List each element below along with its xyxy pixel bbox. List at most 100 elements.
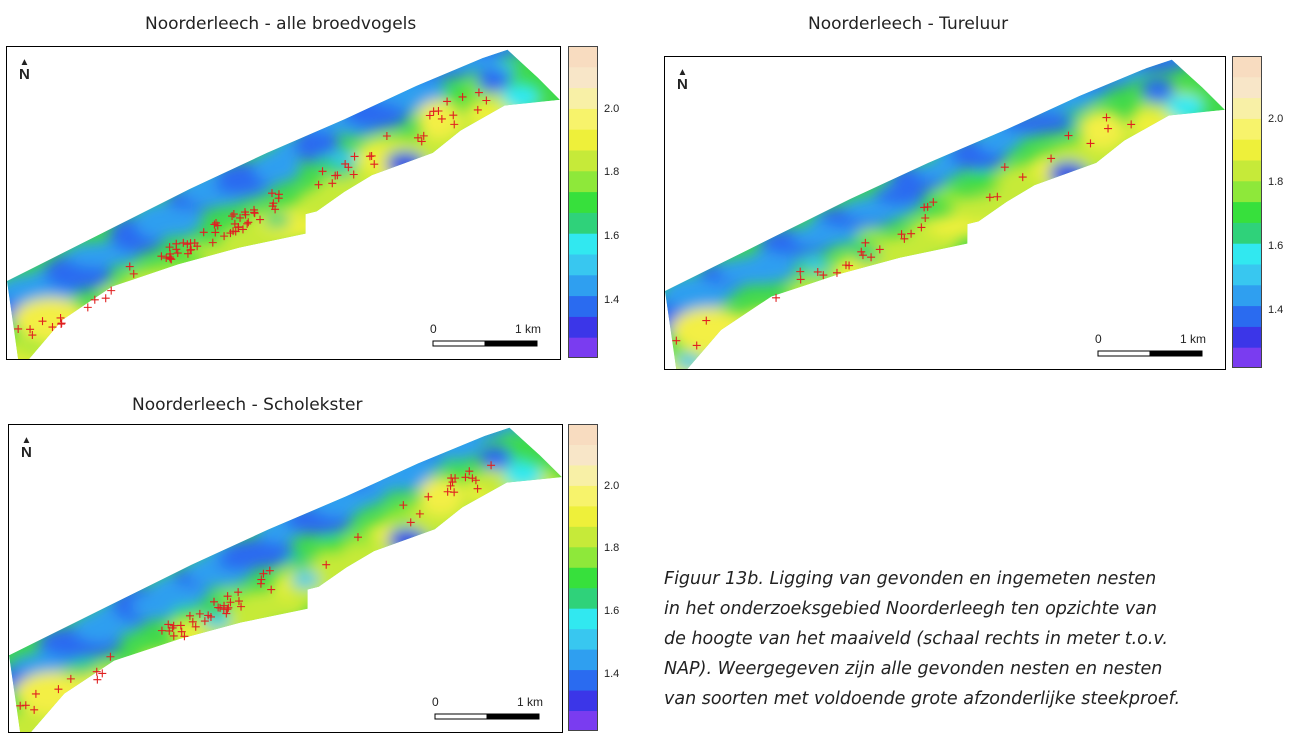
nest-marker — [244, 218, 253, 227]
nest-marker — [900, 234, 909, 243]
legend-swatch — [568, 587, 598, 609]
legend-swatch — [568, 170, 598, 193]
legend-tick-label: 2.0 — [604, 102, 620, 115]
legend-tick-label: 1.6 — [604, 604, 620, 617]
nest-marker — [259, 569, 268, 578]
legend-swatch — [1232, 97, 1262, 119]
nest-marker — [223, 605, 232, 614]
nest-marker — [461, 473, 470, 482]
legend-swatch — [1232, 160, 1262, 182]
nest-marker — [341, 159, 350, 168]
elevation-raster — [665, 59, 1225, 369]
elevation-legend-alle: 2.0 1.8 1.6 1.4 — [568, 46, 628, 358]
scale-bar — [432, 340, 538, 347]
legend-swatch — [568, 567, 598, 589]
nest-marker — [107, 286, 116, 295]
north-label: N — [677, 76, 688, 93]
nest-marker — [446, 481, 455, 490]
nest-marker — [399, 501, 408, 510]
nest-marker — [331, 171, 340, 180]
legend-tick-label: 1.8 — [604, 166, 620, 179]
legend-swatch — [1232, 180, 1262, 203]
nest-marker — [443, 487, 452, 496]
legend-tick-label: 2.0 — [1268, 112, 1284, 125]
nest-marker — [230, 219, 239, 228]
nest-marker — [813, 267, 822, 276]
map-plot-scholekster: ▲ N 0 1 km — [8, 424, 563, 733]
nest-marker — [236, 213, 245, 222]
legend-swatch — [1232, 305, 1262, 327]
nest-marker — [772, 293, 781, 302]
nest-marker — [267, 585, 276, 594]
legend-tick-label: 1.8 — [1268, 176, 1284, 189]
legend-swatch — [568, 485, 598, 507]
nest-marker — [190, 238, 199, 247]
legend-swatch — [568, 129, 598, 151]
legend-swatch — [568, 316, 598, 338]
nest-marker — [474, 88, 483, 97]
nest-marker — [1102, 113, 1111, 122]
legend-swatch — [1232, 118, 1262, 140]
nest-marker — [424, 492, 433, 501]
nest-marker — [370, 160, 379, 169]
scale-label-start: 0 — [432, 695, 439, 709]
nest-markers — [14, 88, 491, 340]
legend-swatch — [568, 295, 598, 317]
legend-swatch — [568, 254, 598, 276]
nest-marker — [1086, 139, 1095, 148]
figure-caption: Figuur 13b. Ligging van gevonden en inge… — [664, 564, 1284, 714]
nest-marker — [274, 190, 283, 199]
nest-marker — [425, 111, 434, 120]
nest-marker — [256, 215, 265, 224]
nest-marker — [487, 461, 496, 470]
nest-marker — [204, 611, 213, 620]
nest-marker — [169, 631, 178, 640]
nest-marker — [796, 267, 805, 276]
nest-marker — [328, 179, 337, 188]
legend-swatch — [1232, 139, 1262, 161]
nest-marker — [993, 192, 1002, 201]
legend-swatch — [1232, 222, 1262, 244]
nest-marker — [241, 210, 250, 219]
nest-marker — [1127, 120, 1136, 129]
legend-swatch — [568, 233, 598, 255]
nest-marker — [692, 341, 701, 350]
legend-swatch — [568, 628, 598, 650]
legend-swatch — [1232, 347, 1262, 368]
scale-label-end: 1 km — [517, 695, 544, 709]
nest-marker — [1000, 163, 1009, 172]
nest-marker — [349, 170, 358, 179]
legend-swatch — [568, 274, 598, 297]
nest-marker — [267, 189, 276, 198]
elevation-legend-tureluur: 2.0 1.8 1.6 1.4 — [1232, 56, 1291, 368]
nest-marker — [897, 230, 906, 239]
scale-label-start: 0 — [430, 322, 437, 336]
nest-marker — [250, 205, 259, 214]
nest-marker — [857, 247, 866, 256]
nest-marker — [165, 243, 174, 252]
legend-swatch — [568, 546, 598, 568]
nest-marker — [38, 317, 47, 326]
nest-marker — [845, 261, 854, 270]
legend-swatch — [568, 690, 598, 712]
nest-marker — [165, 253, 174, 262]
map-title-alle: Noorderleech - alle broedvogels — [145, 14, 417, 34]
nest-marker — [187, 245, 196, 254]
nest-marker — [406, 518, 415, 527]
nest-marker — [344, 163, 353, 172]
nest-marker — [188, 617, 197, 626]
legend-swatch — [568, 669, 598, 691]
nest-marker — [101, 294, 110, 303]
nest-marker — [164, 620, 173, 629]
nest-marker — [168, 623, 177, 632]
legend-swatch — [568, 444, 598, 466]
nest-marker — [56, 313, 65, 322]
nest-marker — [243, 219, 252, 228]
nest-marker — [210, 597, 219, 606]
nest-marker — [31, 689, 40, 698]
caption-line: Figuur 13b. Ligging van gevonden en inge… — [664, 569, 1157, 589]
nest-marker — [195, 609, 204, 618]
nest-marker — [443, 97, 452, 106]
nest-marker — [173, 249, 182, 258]
elevation-raster — [9, 427, 562, 732]
